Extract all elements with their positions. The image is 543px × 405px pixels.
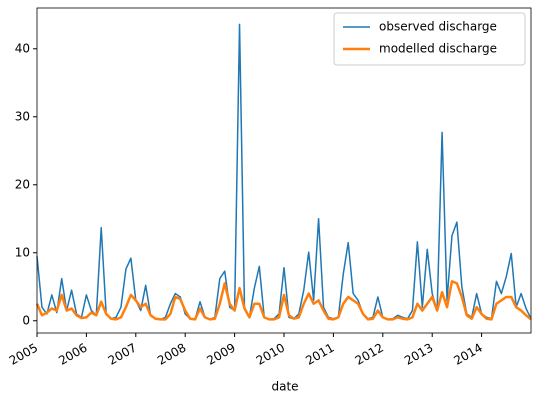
- x-tick-label: 2014: [451, 341, 484, 368]
- x-tick-label: 2012: [353, 341, 386, 368]
- x-tick-label: 2011: [303, 341, 336, 368]
- x-tick-label: 2005: [7, 341, 40, 368]
- y-tick-label: 30: [15, 109, 30, 123]
- plot-frame: [36, 7, 532, 334]
- y-tick-label: 10: [15, 245, 30, 259]
- legend-box: [333, 12, 526, 66]
- x-tick-label: 2013: [402, 341, 435, 368]
- legend-label: observed discharge: [379, 20, 497, 34]
- x-axis-label: date: [271, 380, 298, 394]
- data-line: [36, 23, 532, 321]
- x-tick-label: 2007: [106, 341, 139, 368]
- x-tick-label: 2008: [155, 341, 188, 368]
- y-tick-label: 20: [15, 177, 30, 191]
- legend-label: modelled discharge: [379, 42, 497, 56]
- y-tick-label: 40: [15, 41, 30, 55]
- x-tick-label: 2006: [56, 341, 89, 368]
- y-tick-label: 0: [22, 313, 30, 327]
- x-tick-label: 2010: [254, 341, 287, 368]
- data-line: [35, 280, 532, 321]
- x-tick-label: 2009: [204, 341, 237, 368]
